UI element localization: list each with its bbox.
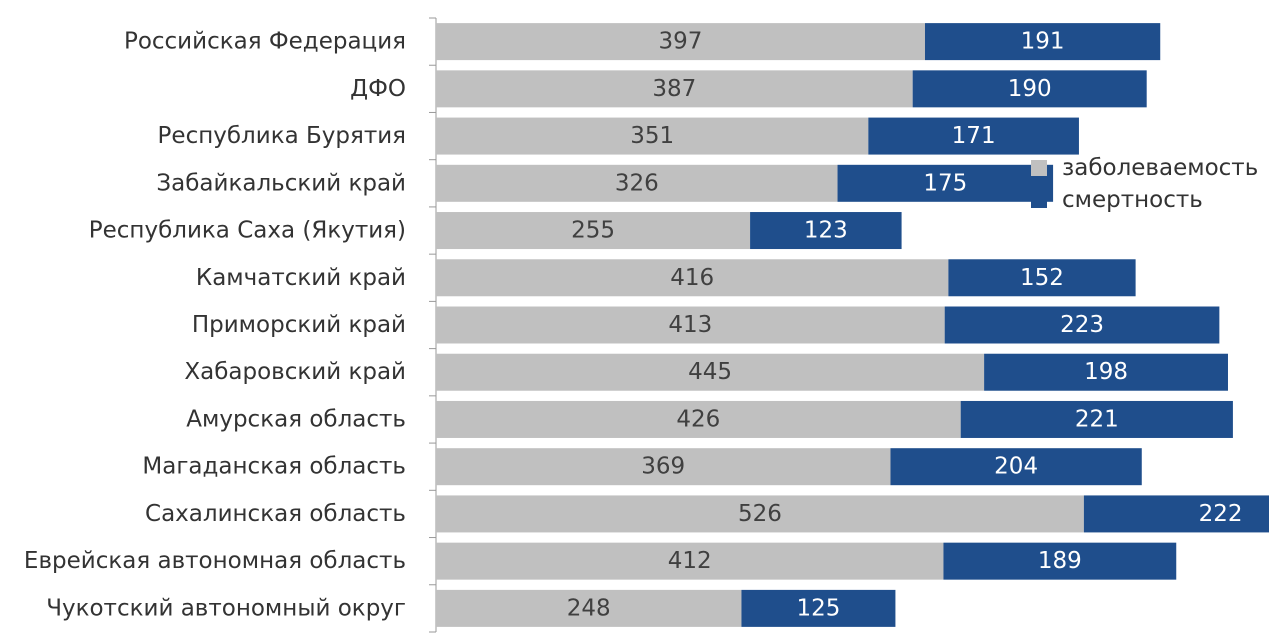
data-label: 175 [923,170,967,196]
bar-mortality [960,400,1233,438]
legend-swatch [1031,192,1047,208]
bar-incidence [436,353,985,391]
data-label: 125 [796,595,840,621]
bar-mortality [943,542,1177,580]
bar-mortality [944,306,1220,344]
bars [436,23,1269,627]
data-label: 326 [615,170,659,196]
category-label: Амурская область [186,406,406,432]
bar-incidence [436,400,961,438]
bar-incidence [436,212,751,250]
bar-incidence [436,117,869,155]
category-label: Приморский край [192,312,406,338]
data-label: 526 [738,501,782,527]
bar-mortality [912,70,1147,108]
bar-incidence [436,589,742,627]
bar-mortality [750,212,902,250]
data-label: 397 [659,29,703,55]
data-label: 152 [1020,265,1064,291]
category-label: ДФО [350,76,406,102]
data-label: 171 [952,123,996,149]
data-label: 221 [1075,406,1119,432]
legend-label: смертность [1062,187,1203,213]
bar-incidence [436,448,891,486]
data-label: 426 [676,406,720,432]
data-label: 351 [630,123,674,149]
legend-swatch [1031,160,1047,176]
bar-mortality [924,23,1161,61]
data-label: 189 [1038,548,1082,574]
bar-incidence [436,306,945,344]
bar-incidence [436,70,913,108]
data-label: 412 [668,548,712,574]
data-label: 369 [641,454,685,480]
data-label: 413 [668,312,712,338]
category-label: Забайкальский край [156,170,406,196]
category-label: Российская Федерация [124,29,406,55]
bar-mortality [1083,495,1269,533]
category-label: Республика Саха (Якутия) [89,218,406,244]
legend: заболеваемость смертность [1031,155,1258,213]
data-label: 123 [804,218,848,244]
category-axis [429,17,437,633]
bar-incidence [436,164,838,202]
bar-incidence [436,23,925,61]
data-label: 387 [652,76,696,102]
data-label: 223 [1060,312,1104,338]
category-label: Магаданская область [142,454,406,480]
category-labels: Российская Федерация ДФО Республика Буряти… [24,29,406,622]
data-label: 445 [688,359,732,385]
data-label: 204 [994,454,1038,480]
bar-incidence [436,259,949,297]
category-label: Хабаровский край [184,359,406,385]
data-label: 191 [1021,29,1065,55]
data-label: 248 [567,595,611,621]
data-label: 416 [670,265,714,291]
bar-mortality [837,164,1054,202]
category-label: Республика Бурятия [158,123,406,149]
data-label: 190 [1008,76,1052,102]
bar-mortality [984,353,1228,391]
bar-mortality [868,117,1079,155]
bar-mortality [890,448,1142,486]
bar-incidence [436,495,1084,533]
bar-mortality [741,589,896,627]
category-label: Сахалинская область [145,501,406,527]
data-labels: 397 191 387 190 351 171 326 175 255 123 416 152 413 2… [567,29,1243,622]
data-label: 255 [571,218,615,244]
data-label: 222 [1199,501,1243,527]
category-label: Камчатский край [196,265,406,291]
category-label: Чукотский автономный округ [46,595,406,621]
data-label: 198 [1084,359,1128,385]
bar-incidence [436,542,944,580]
category-label: Еврейская автономная область [24,548,406,574]
bar-mortality [948,259,1136,297]
legend-label: заболеваемость [1062,155,1258,181]
